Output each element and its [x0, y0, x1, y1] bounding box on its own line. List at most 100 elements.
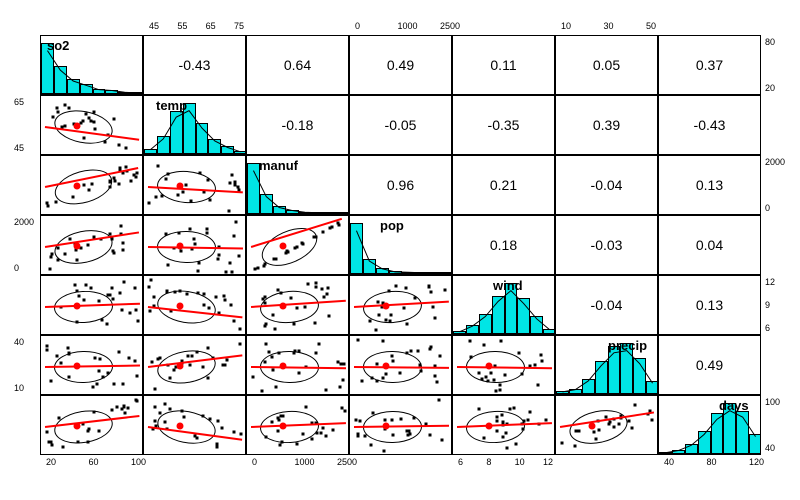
scatter-point [435, 380, 438, 383]
scatter-temp-so2 [40, 95, 143, 155]
corr-temp-days: -0.43 [658, 95, 761, 155]
scatter-point [307, 283, 310, 286]
scatter-point [206, 231, 209, 234]
scatter-point [133, 360, 136, 363]
scatter-point [228, 262, 231, 265]
scatter-point [74, 283, 77, 286]
scatter-point [279, 443, 282, 446]
scatter-point [51, 253, 54, 256]
scatter-point [112, 297, 115, 300]
scatter-point [134, 287, 137, 290]
scatter-point [232, 234, 235, 237]
corr-value: 0.49 [659, 336, 760, 394]
axis-tick: 40 [14, 337, 24, 347]
scatter-point [320, 432, 323, 435]
scatterplot-matrix: so2-0.430.640.490.110.050.37temp-0.18-0.… [0, 0, 800, 500]
scatter-manuf-temp [143, 155, 246, 215]
corr-temp-wind: -0.35 [452, 95, 555, 155]
scatter-point [265, 323, 268, 326]
corr-value: 0.39 [556, 96, 657, 154]
axis-tick: 30 [604, 21, 614, 31]
scatter-point [233, 180, 236, 183]
centroid-point [486, 423, 493, 430]
corr-value: 0.18 [453, 216, 554, 274]
scatter-point [494, 389, 497, 392]
corr-pop-days: 0.04 [658, 215, 761, 275]
scatter-point [214, 296, 217, 299]
scatter-point [223, 294, 226, 297]
scatter-point [96, 382, 99, 385]
scatter-ellipse [259, 288, 320, 325]
scatter-point [164, 403, 167, 406]
scatter-point [118, 292, 121, 295]
scatter-point [536, 384, 539, 387]
axis-tick: 2000 [765, 157, 785, 167]
scatter-point [91, 386, 94, 389]
scatter-point [326, 286, 329, 289]
scatter-point [159, 356, 162, 359]
scatter-point [374, 328, 377, 331]
scatter-ellipse [155, 346, 218, 387]
axis-tick: 65 [206, 21, 216, 31]
axis-tick: 2500 [440, 21, 460, 31]
scatter-point [124, 165, 127, 168]
centroid-point [74, 243, 81, 250]
scatter-point [325, 435, 328, 438]
centroid-point [383, 363, 390, 370]
var-label-temp: temp [156, 98, 187, 113]
scatter-point [50, 379, 53, 382]
scatter-point [438, 399, 441, 402]
axis-tick: 100 [131, 457, 146, 467]
scatter-ellipse [465, 409, 525, 444]
centroid-point [74, 303, 81, 310]
scatter-point [296, 443, 299, 446]
scatter-point [340, 407, 343, 410]
scatter-point [129, 179, 132, 182]
scatter-point [505, 447, 508, 450]
scatter-point [229, 182, 232, 185]
scatter-point [49, 268, 52, 271]
scatter-point [124, 412, 127, 415]
scatter-point [218, 254, 221, 257]
scatter-precip-wind [452, 335, 555, 395]
scatter-point [254, 268, 257, 271]
scatter-point [55, 107, 58, 110]
axis-tick: 45 [14, 143, 24, 153]
scatter-manuf-so2 [40, 155, 143, 215]
corr-so2-days: 0.37 [658, 35, 761, 95]
scatter-point [275, 386, 278, 389]
scatter-point [216, 419, 219, 422]
scatter-point [443, 289, 446, 292]
scatter-point [134, 175, 137, 178]
scatter-point [498, 384, 501, 387]
scatter-point [314, 282, 317, 285]
scatter-ellipse [51, 164, 116, 211]
scatter-point [224, 363, 227, 366]
corr-manuf-pop: 0.96 [349, 155, 452, 215]
scatter-point [499, 339, 502, 342]
corr-value: 0.37 [659, 36, 760, 94]
scatter-days-so2 [40, 395, 143, 455]
scatter-point [136, 400, 139, 403]
diag-pop: pop [349, 215, 452, 275]
scatter-point [410, 349, 413, 352]
scatter-point [120, 224, 123, 227]
scatter-point [355, 419, 358, 422]
scatter-ellipse [154, 406, 218, 448]
scatter-point [127, 356, 130, 359]
scatter-precip-pop [349, 335, 452, 395]
scatter-point [137, 320, 140, 323]
axis-tick: 40 [664, 457, 674, 467]
diag-temp: temp [143, 95, 246, 155]
scatter-point [369, 320, 372, 323]
axis-tick: 0 [355, 21, 360, 31]
scatter-point [394, 284, 397, 287]
scatter-point [429, 291, 432, 294]
scatter-point [256, 267, 259, 270]
scatter-point [650, 419, 653, 422]
scatter-point [215, 445, 218, 448]
scatter-days-precip [555, 395, 658, 455]
scatter-point [110, 287, 113, 290]
scatter-pop-manuf [246, 215, 349, 275]
centroid-point [280, 363, 287, 370]
